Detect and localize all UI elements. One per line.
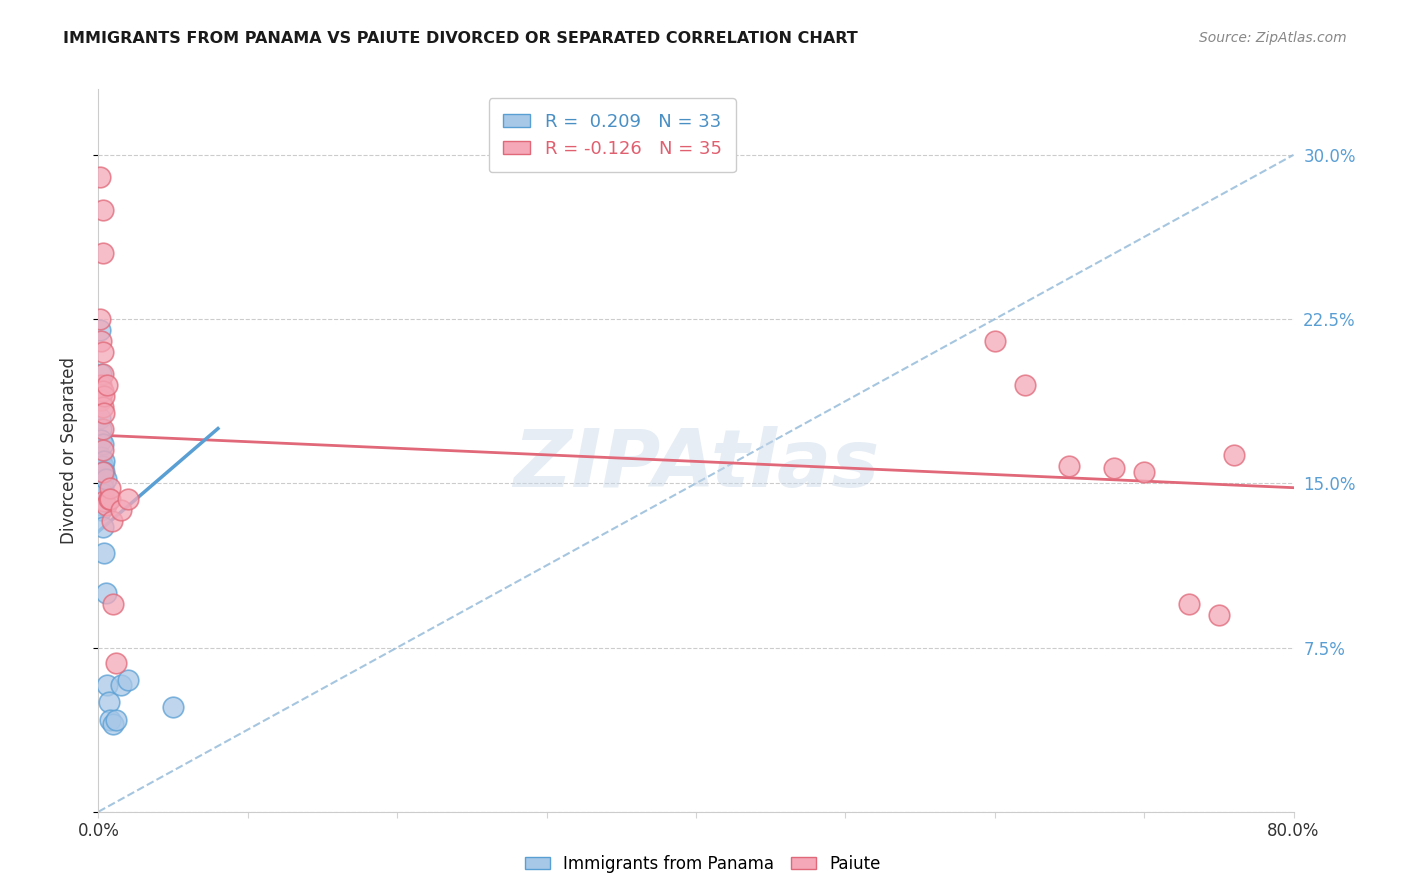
Point [1133,466,1156,480]
Point [94,586,117,600]
Point [94,472,117,486]
Point [93,454,115,468]
Point [91,437,114,451]
Point [90,421,112,435]
Point [117,673,139,688]
Point [162,699,184,714]
Point [103,717,125,731]
Point [91,400,114,414]
Point [90,466,112,480]
Point [91,384,114,399]
Legend: R =  0.209   N = 33, R = -0.126   N = 35: R = 0.209 N = 33, R = -0.126 N = 35 [489,98,735,172]
Point [90,458,112,473]
Point [1014,377,1036,392]
Point [96,377,118,392]
Point [93,493,115,508]
Point [93,389,115,403]
Text: IMMIGRANTS FROM PANAMA VS PAIUTE DIVORCED OR SEPARATED CORRELATION CHART: IMMIGRANTS FROM PANAMA VS PAIUTE DIVORCE… [63,31,858,46]
Point [90,450,112,464]
Point [96,678,118,692]
Point [984,334,1007,348]
Point [91,443,114,458]
Point [90,334,112,348]
Text: Source: ZipAtlas.com: Source: ZipAtlas.com [1199,31,1347,45]
Point [105,713,128,727]
Point [91,458,114,473]
Point [1104,461,1126,475]
Point [90,491,112,506]
Point [110,678,132,692]
Point [90,377,112,392]
Point [90,481,112,495]
Point [97,695,120,709]
Point [1223,448,1246,462]
Point [89,323,111,337]
Point [90,498,112,512]
Point [91,487,114,501]
Point [105,656,128,670]
Point [91,202,114,217]
Point [90,393,112,408]
Point [90,433,112,447]
Point [117,491,139,506]
Legend: Immigrants from Panama, Paiute: Immigrants from Panama, Paiute [519,848,887,880]
Point [91,472,114,486]
Point [91,520,114,534]
Point [110,502,132,516]
Point [91,481,114,495]
Point [93,466,115,480]
Point [89,312,111,326]
Point [98,713,122,727]
Point [91,466,114,480]
Point [1208,607,1230,622]
Point [103,597,125,611]
Point [94,498,117,512]
Y-axis label: Divorced or Separated: Divorced or Separated [59,357,77,544]
Point [91,345,114,359]
Point [1178,597,1201,611]
Point [90,472,112,486]
Point [90,367,112,381]
Point [97,491,120,506]
Point [90,502,112,516]
Point [91,421,114,435]
Point [101,514,124,528]
Point [91,367,114,381]
Point [91,246,114,260]
Point [98,481,122,495]
Point [98,491,122,506]
Text: ZIPAtlas: ZIPAtlas [513,425,879,504]
Point [93,546,115,560]
Point [1059,458,1081,473]
Point [90,476,112,491]
Point [89,410,111,425]
Point [93,406,115,420]
Point [89,169,111,184]
